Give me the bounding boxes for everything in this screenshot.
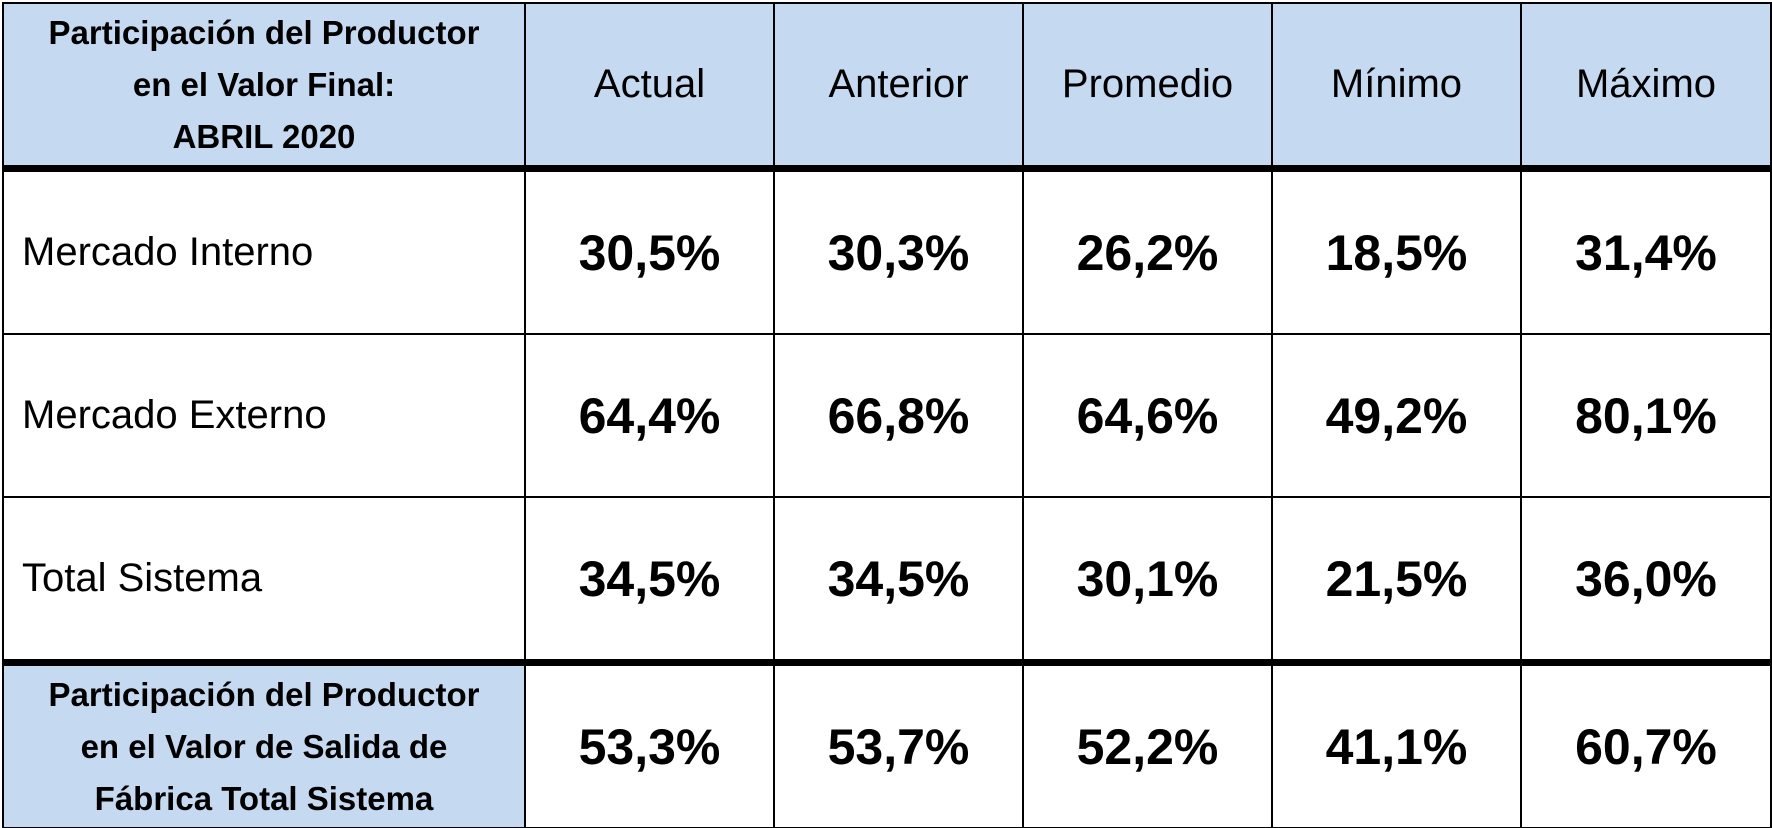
text-line: Mercado Interno — [22, 230, 314, 274]
value-cell: 64,4% — [524, 333, 775, 498]
text-line: en el Valor Final: — [132, 65, 396, 103]
value-cell: 53,7% — [773, 659, 1024, 828]
table-row: Participación del Productor en el Valor d… — [2, 659, 1772, 828]
column-header: Anterior — [773, 2, 1024, 172]
value-cell: 53,3% — [524, 659, 775, 828]
row-label: Mercado Interno — [2, 167, 526, 335]
value-cell: 34,5% — [524, 496, 775, 664]
column-header: Actual — [524, 2, 775, 172]
row-label: Participación del Productor en el Valor d… — [2, 659, 526, 828]
value-cell: 52,2% — [1022, 659, 1273, 828]
value-cell: 30,3% — [773, 167, 1024, 335]
header-row: Participación del Productor en el Valor F… — [2, 2, 1772, 172]
value-cell: 34,5% — [773, 496, 1024, 664]
text-line: Mercado Externo — [22, 393, 327, 437]
value-cell: 49,2% — [1271, 333, 1522, 498]
text-line: ABRIL 2020 — [172, 117, 356, 155]
value-cell: 18,5% — [1271, 167, 1522, 335]
text-line: Participación del Productor — [48, 13, 480, 51]
value-cell: 30,1% — [1022, 496, 1273, 664]
text-line: Fábrica Total Sistema — [94, 779, 434, 817]
row-label: Total Sistema — [2, 496, 526, 664]
table-row: Mercado Interno 30,5% 30,3% 26,2% 18,5% 31,4% — [2, 167, 1772, 335]
value-cell: 26,2% — [1022, 167, 1273, 335]
value-cell: 64,6% — [1022, 333, 1273, 498]
column-header: Máximo — [1520, 2, 1772, 172]
header-title-cell: Participación del Productor en el Valor F… — [2, 2, 526, 172]
text-line: Participación del Productor — [48, 675, 480, 713]
value-cell: 21,5% — [1271, 496, 1522, 664]
value-cell: 60,7% — [1520, 659, 1772, 828]
column-header: Mínimo — [1271, 2, 1522, 172]
table-row: Total Sistema 34,5% 34,5% 30,1% 21,5% 36,0% — [2, 496, 1772, 664]
text-line: Total Sistema — [22, 556, 263, 600]
value-cell: 66,8% — [773, 333, 1024, 498]
value-cell: 41,1% — [1271, 659, 1522, 828]
text-line: en el Valor de Salida de — [80, 727, 448, 765]
column-header: Promedio — [1022, 2, 1273, 172]
value-cell: 30,5% — [524, 167, 775, 335]
table-row: Mercado Externo 64,4% 66,8% 64,6% 49,2% 80,1% — [2, 333, 1772, 498]
value-cell: 36,0% — [1520, 496, 1772, 664]
value-cell: 31,4% — [1520, 167, 1772, 335]
row-label: Mercado Externo — [2, 333, 526, 498]
value-cell: 80,1% — [1520, 333, 1772, 498]
